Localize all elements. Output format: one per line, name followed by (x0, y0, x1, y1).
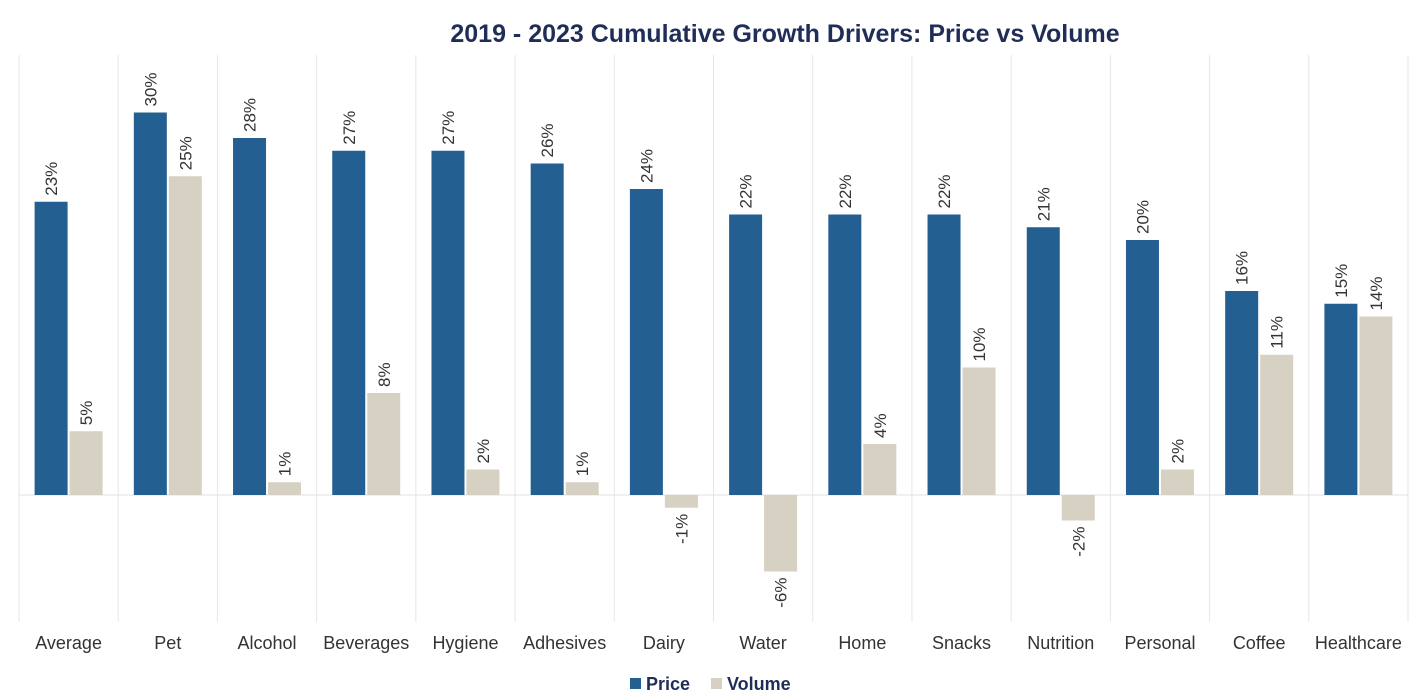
data-label-price-hygiene: 27% (439, 111, 458, 145)
category-label-personal: Personal (1124, 633, 1195, 653)
bar-price-beverages (332, 150, 366, 495)
bar-volume-adhesives (565, 482, 599, 495)
category-label-snacks: Snacks (932, 633, 991, 653)
data-labels: 23% 5% 30% 25% 28% 1% 27% 8% 27% 2% 26% 1% 24% -1% 22%… (42, 72, 1386, 607)
bar-volume-healthcare (1359, 316, 1393, 495)
category-label-pet: Pet (154, 633, 181, 653)
bar-price-pet (133, 112, 167, 495)
category-label-hygiene: Hygiene (432, 633, 498, 653)
category-label-adhesives: Adhesives (523, 633, 606, 653)
data-label-volume-adhesives: 1% (573, 452, 592, 477)
data-label-volume-average: 5% (77, 401, 96, 426)
data-label-volume-personal: 2% (1168, 439, 1187, 464)
data-label-price-alcohol: 28% (241, 98, 260, 132)
category-label-home: Home (838, 633, 886, 653)
bar-volume-personal (1160, 469, 1194, 495)
data-label-volume-pet: 25% (176, 136, 195, 170)
data-label-price-pet: 30% (141, 72, 160, 106)
data-label-volume-beverages: 8% (375, 362, 394, 387)
bar-price-hygiene (431, 150, 465, 495)
category-label-nutrition: Nutrition (1027, 633, 1094, 653)
bar-price-alcohol (233, 138, 267, 495)
bar-volume-coffee (1260, 354, 1294, 495)
legend: Price Volume (630, 674, 791, 694)
bar-price-dairy (629, 189, 663, 495)
bar-volume-nutrition (1061, 495, 1095, 521)
data-label-volume-hygiene: 2% (474, 439, 493, 464)
data-label-price-dairy: 24% (637, 149, 656, 183)
bar-volume-alcohol (268, 482, 302, 495)
data-label-volume-coffee: 11% (1268, 316, 1287, 349)
data-label-volume-dairy: -1% (672, 514, 691, 544)
legend-label-volume: Volume (727, 674, 791, 694)
legend-label-price: Price (646, 674, 690, 694)
bar-volume-water (764, 495, 798, 572)
category-label-dairy: Dairy (643, 633, 685, 653)
bar-volume-beverages (367, 393, 401, 495)
legend-swatch-price (630, 678, 641, 689)
category-label-beverages: Beverages (323, 633, 409, 653)
data-label-price-water: 22% (737, 174, 756, 208)
bar-volume-average (69, 431, 103, 495)
data-label-price-snacks: 22% (935, 174, 954, 208)
data-label-price-adhesives: 26% (538, 123, 557, 157)
legend-swatch-volume (711, 678, 722, 689)
data-label-price-beverages: 27% (340, 111, 359, 145)
bar-price-nutrition (1026, 227, 1060, 495)
bar-price-snacks (927, 214, 961, 495)
category-labels: Average Pet Alcohol Beverages Hygiene Adhesiv… (35, 633, 1402, 653)
bars (34, 112, 1393, 572)
bar-price-coffee (1225, 291, 1259, 495)
bar-volume-snacks (962, 367, 996, 495)
data-label-volume-home: 4% (871, 413, 890, 438)
bar-volume-pet (168, 176, 202, 495)
bar-price-average (34, 201, 68, 495)
data-label-volume-alcohol: 1% (276, 452, 295, 477)
bar-price-home (828, 214, 862, 495)
gridlines (18, 55, 1409, 622)
bar-price-adhesives (530, 163, 564, 495)
category-label-water: Water (739, 633, 786, 653)
data-label-price-nutrition: 21% (1034, 187, 1053, 221)
data-label-price-home: 22% (836, 174, 855, 208)
data-label-price-average: 23% (42, 162, 61, 196)
data-label-volume-healthcare: 14% (1367, 276, 1386, 310)
data-label-price-personal: 20% (1133, 200, 1152, 234)
category-label-healthcare: Healthcare (1315, 633, 1402, 653)
bar-volume-hygiene (466, 469, 500, 495)
data-label-volume-water: -6% (772, 578, 791, 608)
category-label-coffee: Coffee (1233, 633, 1286, 653)
data-label-volume-snacks: 10% (970, 327, 989, 361)
data-label-price-healthcare: 15% (1332, 264, 1351, 298)
bar-volume-dairy (664, 495, 698, 508)
data-label-volume-nutrition: -2% (1069, 527, 1088, 557)
bar-price-water (729, 214, 763, 495)
data-label-price-coffee: 16% (1233, 251, 1252, 285)
bar-volume-home (863, 444, 897, 495)
category-label-alcohol: Alcohol (238, 633, 297, 653)
bar-price-personal (1125, 240, 1159, 495)
category-label-average: Average (35, 633, 102, 653)
chart-title: 2019 - 2023 Cumulative Growth Drivers: P… (450, 20, 1119, 48)
bar-price-healthcare (1324, 303, 1358, 495)
